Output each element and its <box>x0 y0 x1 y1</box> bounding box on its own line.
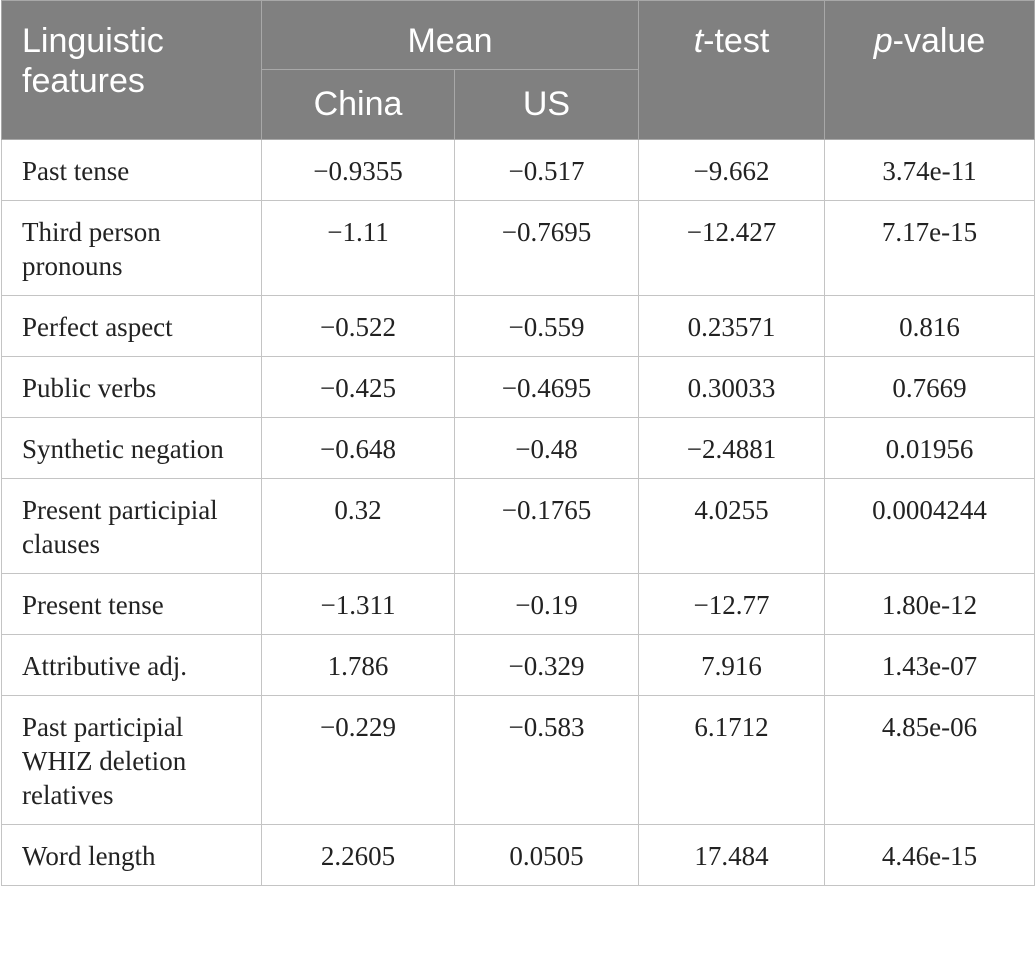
t-test-cell: 6.1712 <box>638 695 825 825</box>
t-test-cell: −12.427 <box>638 200 825 296</box>
table-body: Past tense −0.9355 −0.517 −9.662 3.74e-1… <box>1 139 1035 886</box>
feature-cell: Word length <box>1 824 262 886</box>
table-row: Present participial clauses 0.32 −0.1765… <box>1 478 1035 574</box>
t-test-cell: 4.0255 <box>638 478 825 574</box>
china-mean-cell: 0.32 <box>261 478 455 574</box>
t-test-cell: 7.916 <box>638 634 825 696</box>
china-mean-cell: −0.522 <box>261 295 455 357</box>
header-t-test-italic: t <box>693 22 704 60</box>
header-us: US <box>454 69 639 140</box>
t-test-cell: 0.30033 <box>638 356 825 418</box>
p-value-cell: 4.46e-15 <box>824 824 1035 886</box>
china-mean-cell: −0.648 <box>261 417 455 479</box>
table-row: Synthetic negation −0.648 −0.48 −2.4881 … <box>1 417 1035 479</box>
us-mean-cell: −0.583 <box>454 695 639 825</box>
p-value-cell: 1.80e-12 <box>824 573 1035 635</box>
table-row: Word length 2.2605 0.0505 17.484 4.46e-1… <box>1 824 1035 886</box>
p-value-cell: 7.17e-15 <box>824 200 1035 296</box>
table-header: Linguistic features Mean t-test p-value … <box>1 0 1035 140</box>
china-mean-cell: −1.311 <box>261 573 455 635</box>
p-value-cell: 1.43e-07 <box>824 634 1035 696</box>
china-mean-cell: −1.11 <box>261 200 455 296</box>
header-china: China <box>261 69 455 140</box>
us-mean-cell: −0.7695 <box>454 200 639 296</box>
us-mean-cell: −0.1765 <box>454 478 639 574</box>
feature-cell: Perfect aspect <box>1 295 262 357</box>
header-p-value-suffix: -value <box>892 22 986 60</box>
us-mean-cell: −0.19 <box>454 573 639 635</box>
china-mean-cell: 1.786 <box>261 634 455 696</box>
feature-cell: Public verbs <box>1 356 262 418</box>
us-mean-cell: −0.517 <box>454 139 639 201</box>
table-row: Attributive adj. 1.786 −0.329 7.916 1.43… <box>1 634 1035 696</box>
t-test-cell: 0.23571 <box>638 295 825 357</box>
linguistic-features-table: Linguistic features Mean t-test p-value … <box>1 0 1035 886</box>
us-mean-cell: −0.329 <box>454 634 639 696</box>
feature-cell: Past tense <box>1 139 262 201</box>
feature-cell: Third person pronouns <box>1 200 262 296</box>
china-mean-cell: −0.9355 <box>261 139 455 201</box>
china-mean-cell: 2.2605 <box>261 824 455 886</box>
us-mean-cell: 0.0505 <box>454 824 639 886</box>
header-mean: Mean <box>261 0 639 70</box>
t-test-cell: 17.484 <box>638 824 825 886</box>
table-row: Public verbs −0.425 −0.4695 0.30033 0.76… <box>1 356 1035 418</box>
china-mean-cell: −0.229 <box>261 695 455 825</box>
t-test-cell: −12.77 <box>638 573 825 635</box>
us-mean-cell: −0.559 <box>454 295 639 357</box>
p-value-cell: 0.816 <box>824 295 1035 357</box>
feature-cell: Past participial WHIZ deletion relatives <box>1 695 262 825</box>
china-mean-cell: −0.425 <box>261 356 455 418</box>
p-value-cell: 3.74e-11 <box>824 139 1035 201</box>
header-t-test-suffix: -test <box>703 22 770 60</box>
p-value-cell: 0.7669 <box>824 356 1035 418</box>
table-row: Present tense −1.311 −0.19 −12.77 1.80e-… <box>1 573 1035 635</box>
t-test-cell: −9.662 <box>638 139 825 201</box>
feature-cell: Synthetic negation <box>1 417 262 479</box>
feature-cell: Present tense <box>1 573 262 635</box>
table-row: Third person pronouns −1.11 −0.7695 −12.… <box>1 200 1035 296</box>
feature-cell: Present participial clauses <box>1 478 262 574</box>
p-value-cell: 0.01956 <box>824 417 1035 479</box>
header-p-value-italic: p <box>873 22 893 60</box>
p-value-cell: 0.0004244 <box>824 478 1035 574</box>
header-t-test: t-test <box>638 0 825 140</box>
us-mean-cell: −0.48 <box>454 417 639 479</box>
feature-cell: Attributive adj. <box>1 634 262 696</box>
table-row: Perfect aspect −0.522 −0.559 0.23571 0.8… <box>1 295 1035 357</box>
table-row: Past tense −0.9355 −0.517 −9.662 3.74e-1… <box>1 139 1035 201</box>
header-p-value: p-value <box>824 0 1035 140</box>
p-value-cell: 4.85e-06 <box>824 695 1035 825</box>
t-test-cell: −2.4881 <box>638 417 825 479</box>
table-row: Past participial WHIZ deletion relatives… <box>1 695 1035 825</box>
header-linguistic-features: Linguistic features <box>1 0 262 140</box>
us-mean-cell: −0.4695 <box>454 356 639 418</box>
